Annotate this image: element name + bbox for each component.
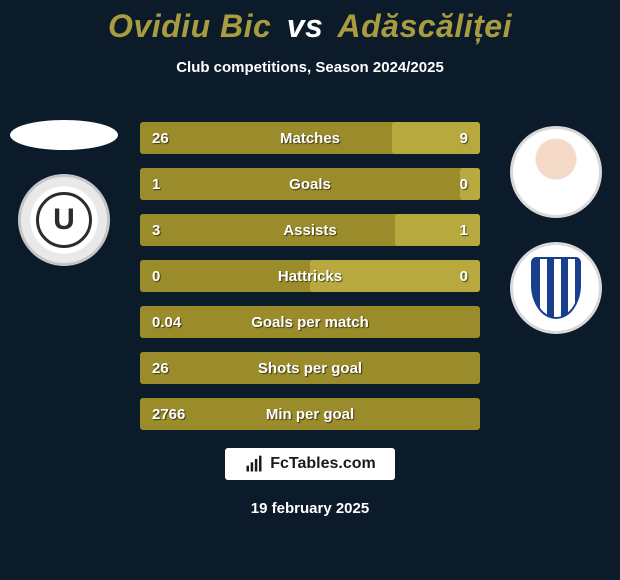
branding-text: FcTables.com bbox=[270, 455, 376, 473]
club-1-badge: U bbox=[18, 174, 110, 266]
stat-row: 26 Matches 9 bbox=[140, 122, 480, 154]
stat-row: 0.04 Goals per match bbox=[140, 306, 480, 338]
stat-label: Min per goal bbox=[266, 406, 354, 423]
stat-row: 26 Shots per goal bbox=[140, 352, 480, 384]
stat-label: Matches bbox=[280, 130, 340, 147]
chart-icon bbox=[244, 454, 264, 474]
player-2-avatar bbox=[510, 126, 602, 218]
stats-list: 26 Matches 9 1 Goals 0 3 Assists 1 0 Hattricks 0 0.0… bbox=[140, 122, 480, 430]
stat-label: Goals per match bbox=[251, 314, 369, 331]
title-player-1: Ovidiu Bic bbox=[108, 8, 271, 44]
stat-value-left: 3 bbox=[152, 222, 160, 239]
comparison-card: Ovidiu Bic vs Adăscăliței Club competiti… bbox=[0, 0, 620, 580]
stat-value-left: 0.04 bbox=[152, 314, 181, 331]
stat-label: Hattricks bbox=[278, 268, 342, 285]
club-2-shield-icon bbox=[531, 257, 581, 319]
player-1-avatar bbox=[10, 120, 118, 150]
stat-label: Goals bbox=[289, 176, 331, 193]
subtitle: Club competitions, Season 2024/2025 bbox=[0, 59, 620, 76]
left-column: U bbox=[10, 120, 118, 266]
stat-value-right: 0 bbox=[460, 268, 468, 285]
title-player-2: Adăscăliței bbox=[337, 8, 511, 44]
stat-value-left: 26 bbox=[152, 360, 169, 377]
title-vs: vs bbox=[287, 8, 324, 44]
stat-label: Assists bbox=[283, 222, 336, 239]
right-column bbox=[510, 126, 602, 334]
stat-value-left: 0 bbox=[152, 268, 160, 285]
date-text: 19 february 2025 bbox=[251, 500, 369, 517]
page-title: Ovidiu Bic vs Adăscăliței bbox=[0, 8, 620, 45]
stat-value-right: 9 bbox=[460, 130, 468, 147]
stat-value-right: 0 bbox=[460, 176, 468, 193]
stat-value-left: 1 bbox=[152, 176, 160, 193]
stat-value-left: 2766 bbox=[152, 406, 185, 423]
stat-value-right: 1 bbox=[460, 222, 468, 239]
stat-row: 0 Hattricks 0 bbox=[140, 260, 480, 292]
branding-badge: FcTables.com bbox=[225, 448, 395, 480]
stat-label: Shots per goal bbox=[258, 360, 362, 377]
stat-row: 1 Goals 0 bbox=[140, 168, 480, 200]
stat-row: 2766 Min per goal bbox=[140, 398, 480, 430]
stat-row: 3 Assists 1 bbox=[140, 214, 480, 246]
stat-value-left: 26 bbox=[152, 130, 169, 147]
club-1-letter: U bbox=[36, 192, 92, 248]
club-2-badge bbox=[510, 242, 602, 334]
